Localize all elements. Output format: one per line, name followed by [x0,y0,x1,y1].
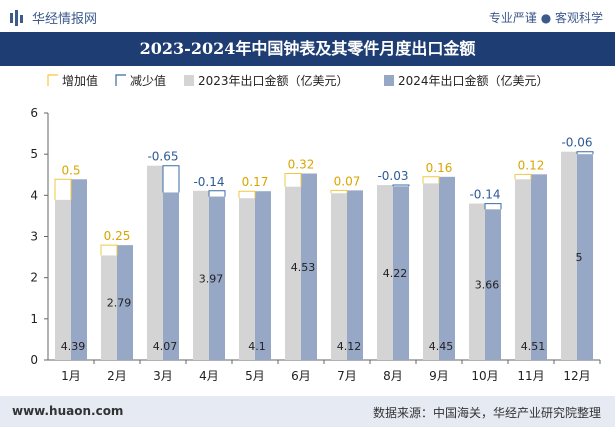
x-tick-label: 8月 [383,369,403,383]
bar-2023 [423,183,439,360]
bar-2024 [393,186,409,360]
increase-marker [100,244,118,256]
bar-2023 [561,151,577,360]
legend-label: 增加值 [62,73,98,88]
x-tick-label: 2月 [107,369,127,383]
bar-2024 [531,174,547,360]
change-label: 0.32 [288,158,315,172]
bar-2023 [469,203,485,360]
legend-swatch [47,74,58,86]
x-tick-label: 9月 [429,369,449,383]
change-label: 0.17 [242,175,269,189]
value-label: 3.97 [199,272,224,285]
value-label: 4.1 [248,340,266,353]
y-tick-label: 6 [30,106,38,120]
top-bar: 华经情报网 专业严谨 ● 客观科学 [0,0,615,32]
bar-2023 [193,190,209,360]
bar-2024 [163,192,179,360]
y-tick-label: 5 [30,147,38,161]
change-label: 0.07 [334,174,361,188]
decrease-marker [208,190,226,197]
bar-2023 [239,198,255,360]
bar-2024 [347,190,363,360]
value-label: 2.79 [107,297,132,310]
y-tick-label: 4 [30,188,38,202]
x-tick-label: 1月 [61,369,81,383]
legend-swatch [115,74,126,86]
legend-swatch [184,75,194,86]
decrease-marker [576,151,594,155]
decrease-marker [162,165,180,193]
change-label: -0.06 [561,136,592,150]
bar-2024 [439,176,455,360]
change-label: -0.14 [193,175,224,189]
change-label: 0.5 [61,163,80,177]
bar-2024 [71,179,87,360]
title-band: 2023-2024年中国钟表及其零件月度出口金额 [0,32,615,66]
increase-marker [284,173,302,187]
bar-2024 [577,154,593,360]
x-tick-label: 11月 [517,369,544,383]
increase-marker [514,173,532,180]
value-label: 4.53 [291,261,316,274]
value-label: 4.39 [61,340,86,353]
bar-2023 [147,165,163,360]
change-label: -0.03 [377,169,408,183]
x-tick-label: 4月 [199,369,219,383]
y-tick-label: 2 [30,271,38,285]
value-label: 4.12 [337,340,362,353]
decrease-marker [484,203,502,210]
brand-logo-icon [10,9,23,26]
y-tick-label: 3 [30,230,38,244]
brand: 华经情报网 [10,8,97,27]
decrease-marker [392,184,410,187]
x-tick-label: 10月 [471,369,498,383]
bar-2023 [101,255,117,360]
bar-2023 [331,193,347,360]
bar-2023 [55,199,71,360]
bar-2023 [377,185,393,360]
value-label: 5 [576,251,583,264]
legend-label: 减少值 [130,73,166,88]
increase-marker [422,176,440,184]
footer-url: www.huaon.com [12,404,124,418]
change-label: 0.25 [104,229,131,243]
bar-2024 [117,245,133,360]
legend-label: 2024年出口金额（亿美元） [398,73,549,88]
x-tick-label: 6月 [291,369,311,383]
value-label: 4.22 [383,267,408,280]
change-label: -0.65 [147,150,178,164]
x-tick-label: 3月 [153,369,173,383]
footer-source: 数据来源：中国海关，华经产业研究院整理 [372,406,601,420]
y-tick-label: 1 [30,312,38,326]
value-label: 4.07 [153,340,178,353]
legend-label: 2023年出口金额（亿美元） [198,73,349,88]
x-tick-label: 5月 [245,369,265,383]
value-label: 4.51 [521,340,546,353]
brand-name: 华经情报网 [32,12,98,27]
chart: 增加值 减少值 2023年出口金额（亿美元） 2024年出口金额（亿美元） 0 1 2 3 4 5… [30,73,601,383]
bar-2023 [515,179,531,360]
bar-2024 [255,191,271,360]
y-tick-label: 0 [30,353,38,367]
change-label: 0.16 [426,161,453,175]
x-tick-label: 12月 [563,369,590,383]
value-label: 4.45 [429,340,454,353]
bar-2024 [301,173,317,360]
bar-2023 [285,186,301,360]
change-label: -0.14 [469,188,500,202]
x-tick-label: 7月 [337,369,357,383]
increase-marker [330,189,348,194]
bar-2024 [485,209,501,360]
change-label: 0.12 [518,158,545,172]
increase-marker [54,178,72,200]
chart-title: 2023-2024年中国钟表及其零件月度出口金额 [139,39,476,58]
footer: www.huaon.com 数据来源：中国海关，华经产业研究院整理 [0,396,615,427]
value-label: 3.66 [475,279,500,292]
increase-marker [238,190,256,199]
tagline: 专业严谨 ● 客观科学 [488,11,603,25]
bar-2024 [209,196,225,360]
legend-swatch [384,75,394,86]
